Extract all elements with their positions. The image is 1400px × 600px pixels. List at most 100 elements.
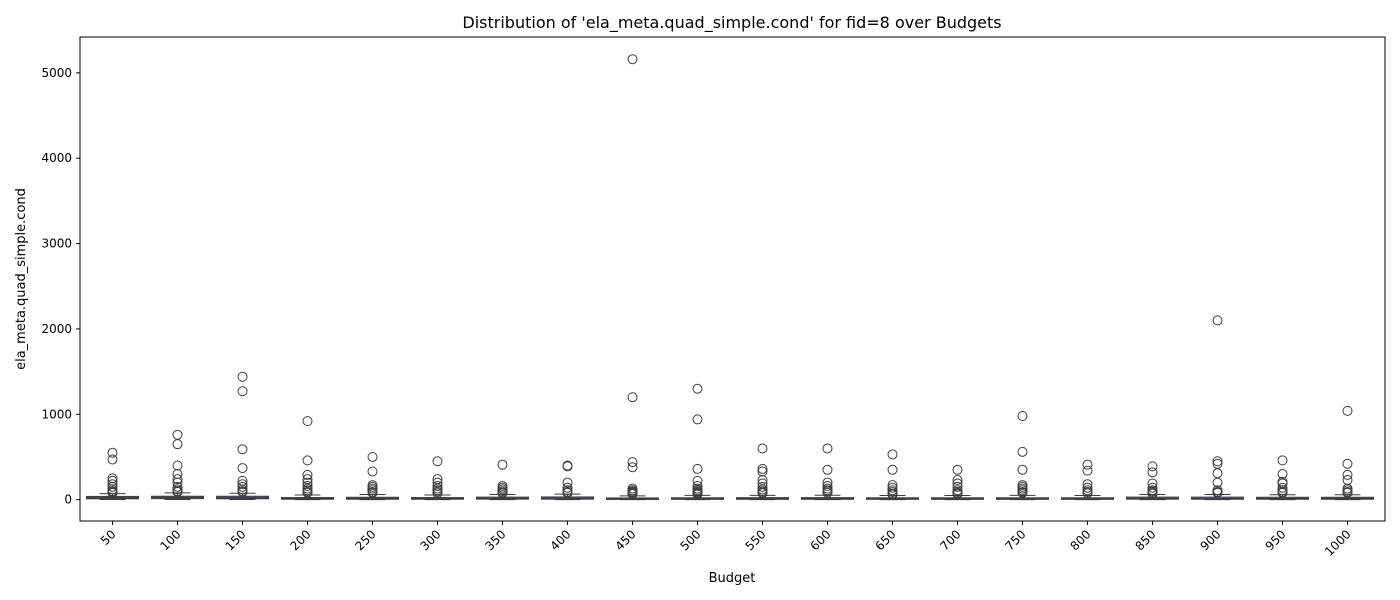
outlier-point bbox=[1147, 488, 1158, 499]
outlier-point bbox=[172, 429, 183, 440]
outlier-point bbox=[1277, 455, 1288, 466]
x-tick-label: 450 bbox=[613, 527, 639, 553]
outlier-point bbox=[107, 487, 118, 498]
outlier-point bbox=[172, 469, 183, 480]
axes-frame bbox=[79, 36, 1386, 522]
outlier-point bbox=[1147, 482, 1158, 493]
outlier-point bbox=[562, 487, 573, 498]
outlier-point bbox=[1342, 469, 1353, 480]
outlier-point bbox=[302, 481, 313, 492]
y-tick-label: 5000 bbox=[41, 66, 72, 80]
outlier-point bbox=[302, 416, 313, 427]
x-axis: 50 100 150 200 250 300 350 400 450 500 550 600 650 70… bbox=[98, 521, 1354, 559]
outlier-point bbox=[302, 469, 313, 480]
outlier-point bbox=[1212, 456, 1223, 467]
x-tick-label: 650 bbox=[873, 527, 899, 553]
x-tick-label: 350 bbox=[483, 527, 509, 553]
box-500 bbox=[671, 383, 724, 501]
x-tick-label: 550 bbox=[743, 527, 769, 553]
x-tick-label: 400 bbox=[548, 527, 574, 553]
box-800 bbox=[1061, 459, 1114, 501]
outlier-point bbox=[562, 461, 573, 472]
outlier-point bbox=[1342, 487, 1353, 498]
outlier-point bbox=[107, 447, 118, 458]
x-tick-label: 1000 bbox=[1322, 527, 1353, 558]
y-axis: 0 1000 2000 3000 4000 5000 bbox=[41, 66, 80, 507]
box-850 bbox=[1126, 461, 1179, 501]
outlier-point bbox=[1212, 487, 1223, 498]
x-tick-label: 750 bbox=[1003, 527, 1029, 553]
outlier-point bbox=[952, 464, 963, 475]
outlier-point bbox=[757, 481, 768, 492]
outlier-point bbox=[237, 444, 248, 455]
y-axis-label: ela_meta.quad_simple.cond bbox=[14, 188, 29, 370]
outlier-point bbox=[237, 371, 248, 382]
x-axis-label: Budget bbox=[709, 571, 756, 586]
box-950 bbox=[1256, 455, 1309, 501]
outlier-point bbox=[172, 481, 183, 492]
outlier-point bbox=[1082, 488, 1093, 499]
outlier-point bbox=[887, 489, 898, 500]
x-tick-label: 100 bbox=[158, 527, 184, 553]
outlier-point bbox=[237, 479, 248, 490]
outlier-point bbox=[367, 451, 378, 462]
outlier-point bbox=[887, 482, 898, 493]
x-tick-label: 700 bbox=[938, 527, 964, 553]
outlier-point bbox=[757, 443, 768, 454]
outlier-point bbox=[1277, 482, 1288, 493]
x-tick-label: 250 bbox=[353, 527, 379, 553]
outlier-point bbox=[822, 481, 833, 492]
outlier-point bbox=[1342, 405, 1353, 416]
outlier-point bbox=[952, 489, 963, 500]
outlier-point bbox=[1147, 461, 1158, 472]
outlier-point bbox=[692, 463, 703, 474]
x-tick-label: 200 bbox=[288, 527, 314, 553]
outlier-point bbox=[1342, 475, 1353, 486]
x-tick-label: 850 bbox=[1133, 527, 1159, 553]
box-600 bbox=[801, 443, 854, 501]
box-750 bbox=[996, 411, 1049, 501]
box-250 bbox=[346, 451, 399, 501]
y-tick-label: 3000 bbox=[41, 237, 72, 251]
outlier-point bbox=[692, 414, 703, 425]
y-tick-label: 0 bbox=[64, 493, 72, 507]
outlier-point bbox=[757, 488, 768, 499]
x-tick-label: 50 bbox=[98, 527, 119, 548]
x-tick-label: 950 bbox=[1263, 527, 1289, 553]
x-tick-label: 300 bbox=[418, 527, 444, 553]
outlier-point bbox=[1147, 467, 1158, 478]
outlier-point bbox=[692, 481, 703, 492]
box-50 bbox=[86, 447, 139, 500]
chart-title: Distribution of 'ela_meta.quad_simple.co… bbox=[462, 13, 1001, 33]
outlier-point bbox=[1082, 465, 1093, 476]
outlier-point bbox=[432, 481, 443, 492]
outlier-point bbox=[1082, 459, 1093, 470]
outlier-point bbox=[1277, 487, 1288, 498]
outlier-point bbox=[952, 481, 963, 492]
x-tick-label: 900 bbox=[1198, 527, 1224, 553]
outlier-point bbox=[692, 383, 703, 394]
outlier-point bbox=[302, 455, 313, 466]
outlier-point bbox=[107, 454, 118, 465]
outlier-point bbox=[1017, 464, 1028, 475]
outlier-point bbox=[367, 466, 378, 477]
outlier-point bbox=[887, 449, 898, 460]
outlier-point bbox=[497, 459, 508, 470]
box-150 bbox=[216, 371, 269, 500]
outlier-point bbox=[172, 474, 183, 485]
y-tick-label: 4000 bbox=[41, 151, 72, 165]
outlier-point bbox=[1082, 482, 1093, 493]
y-tick-label: 2000 bbox=[41, 322, 72, 336]
box-700 bbox=[931, 464, 984, 501]
outlier-point bbox=[562, 482, 573, 493]
x-tick-label: 150 bbox=[223, 527, 249, 553]
outlier-point bbox=[627, 54, 638, 65]
box-100 bbox=[151, 429, 204, 500]
box-1000 bbox=[1321, 405, 1374, 501]
outlier-point bbox=[822, 443, 833, 454]
box-650 bbox=[866, 449, 919, 501]
outlier-point bbox=[1342, 458, 1353, 469]
outlier-point bbox=[497, 488, 508, 499]
outlier-point bbox=[1212, 468, 1223, 479]
